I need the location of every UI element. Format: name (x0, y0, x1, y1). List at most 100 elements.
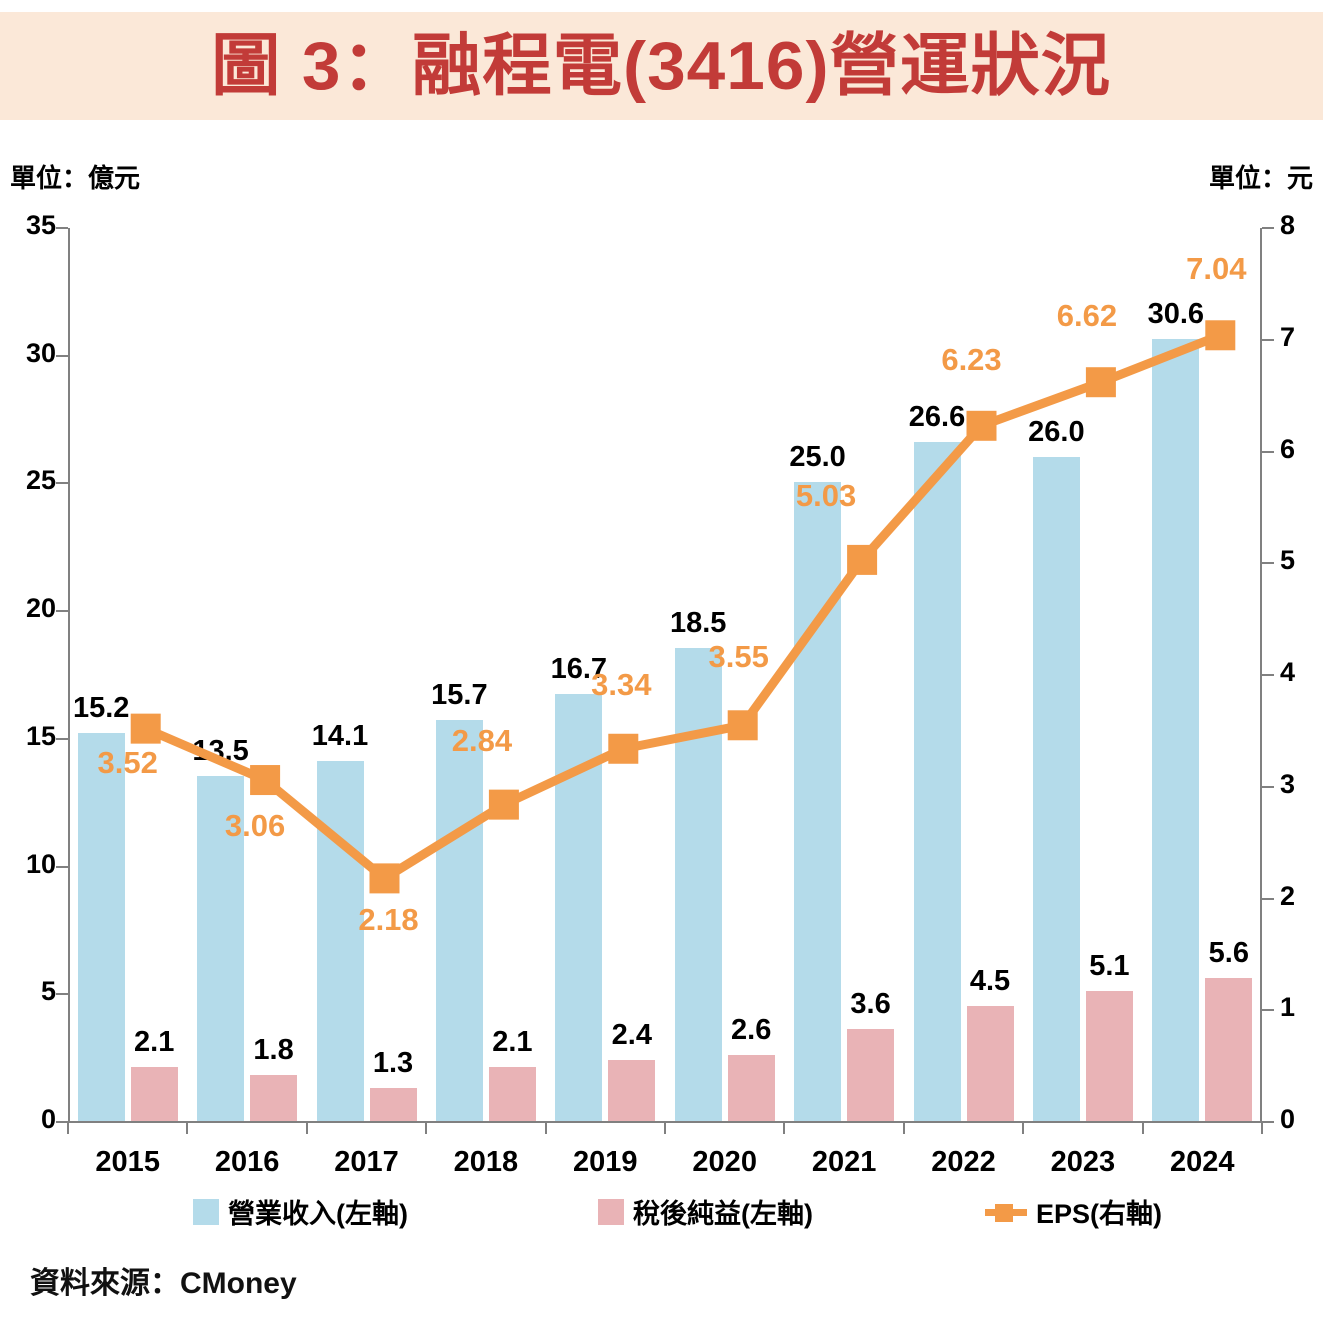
profit-bar-value-label: 3.6 (850, 988, 891, 1021)
eps-value-label: 6.62 (1056, 298, 1118, 334)
x-axis-category-label: 2017 (334, 1146, 399, 1178)
left-axis-tick (56, 482, 68, 485)
revenue-bar-value-label: 26.6 (908, 400, 966, 433)
title-banner: 圖 3：融程電(3416)營運狀況 (0, 12, 1323, 120)
left-axis-unit-label: 單位：億元 (10, 163, 141, 193)
source-note: 資料來源：CMoney (30, 1267, 297, 1300)
profit-bar-value-label: 2.6 (731, 1013, 772, 1046)
legend-item[interactable]: 營業收入(左軸) (193, 1192, 408, 1231)
eps-marker[interactable] (1085, 367, 1116, 398)
right-axis-tick (1262, 1121, 1274, 1123)
x-axis-tick (1141, 1122, 1144, 1134)
right-axis-tick-label: 3 (1280, 768, 1296, 799)
profit-bar[interactable] (608, 1059, 656, 1121)
eps-value-label: 5.03 (795, 477, 857, 513)
revenue-bar[interactable] (1032, 456, 1080, 1121)
right-axis-tick (1262, 674, 1274, 676)
eps-value-label: 7.04 (1186, 251, 1247, 287)
profit-bar[interactable] (488, 1067, 536, 1121)
right-axis-tick-label: 2 (1280, 880, 1296, 911)
x-axis-tick (425, 1122, 428, 1134)
left-axis-tick-label: 35 (25, 210, 56, 240)
eps-polyline (143, 331, 1222, 883)
right-axis-tick-label: 1 (1280, 992, 1296, 1023)
profit-bar[interactable] (250, 1075, 298, 1121)
legend-swatch-icon (193, 1198, 219, 1225)
eps-marker[interactable] (488, 789, 519, 820)
profit-bar-value-label: 1.8 (253, 1034, 294, 1067)
right-axis-tick (1262, 785, 1274, 788)
eps-value-label: 2.84 (451, 722, 513, 758)
profit-bar[interactable] (966, 1006, 1014, 1121)
right-axis-tick-label: 4 (1280, 657, 1296, 687)
x-axis-category-label: 2023 (1050, 1146, 1116, 1178)
revenue-bar[interactable] (77, 732, 125, 1121)
right-axis-tick (1262, 1009, 1274, 1012)
left-axis-tick-label: 0 (40, 1104, 56, 1134)
profit-bar-value-label: 2.4 (611, 1018, 652, 1051)
eps-value-label: 6.23 (941, 341, 1002, 377)
profit-bar-value-label: 1.3 (372, 1046, 414, 1079)
revenue-bar[interactable] (794, 482, 842, 1121)
profit-bar-value-label: 2.1 (134, 1026, 175, 1059)
eps-marker[interactable] (1205, 320, 1236, 351)
legend-item[interactable]: EPS(右軸) (985, 1192, 1162, 1231)
legend-line-marker-icon (985, 1199, 1027, 1225)
revenue-bar[interactable] (913, 441, 961, 1121)
left-axis-line (68, 228, 70, 1122)
eps-marker[interactable] (847, 544, 878, 575)
left-axis-tick (56, 1121, 68, 1123)
right-axis-tick (1262, 338, 1274, 341)
eps-value-label: 3.52 (97, 744, 158, 780)
profit-bar[interactable] (369, 1087, 417, 1121)
revenue-bar[interactable] (435, 719, 483, 1121)
x-axis-tick (67, 1122, 69, 1134)
revenue-bar[interactable] (197, 776, 245, 1121)
profit-bar-value-label: 5.1 (1089, 949, 1130, 982)
revenue-bar[interactable] (316, 760, 364, 1121)
left-axis-tick (56, 737, 68, 740)
eps-marker[interactable] (250, 765, 281, 796)
profit-bar[interactable] (727, 1054, 775, 1121)
right-axis-tick-label: 8 (1280, 210, 1296, 240)
eps-line-series (130, 320, 1236, 894)
legend-label: 稅後純益(左軸) (633, 1199, 813, 1229)
legend-label: EPS(右軸) (1036, 1199, 1163, 1229)
left-axis-tick (56, 610, 68, 613)
profit-bar-value-label: 5.6 (1208, 936, 1249, 969)
x-axis-tick (305, 1122, 308, 1134)
eps-marker[interactable] (966, 410, 997, 441)
revenue-bar-value-label: 26.0 (1028, 415, 1085, 448)
x-axis-category-label: 2022 (931, 1146, 996, 1178)
eps-value-label: 3.34 (591, 666, 652, 702)
eps-marker[interactable] (727, 710, 758, 741)
page-title: 圖 3：融程電(3416)營運狀況 (211, 28, 1112, 104)
profit-bar[interactable] (130, 1067, 178, 1121)
profit-bar[interactable] (1085, 990, 1133, 1121)
eps-marker[interactable] (130, 713, 161, 744)
legend-item[interactable]: 稅後純益(左軸) (598, 1192, 813, 1231)
x-axis-tick (186, 1122, 189, 1134)
left-axis-tick (56, 354, 68, 357)
profit-bar[interactable] (1205, 977, 1253, 1121)
right-axis-tick-label: 6 (1280, 433, 1296, 464)
right-axis-tick (1262, 562, 1274, 565)
profit-bar[interactable] (847, 1029, 895, 1121)
chart-legend: 營業收入(左軸) 稅後純益(左軸) EPS(右軸) (0, 1192, 1323, 1240)
x-axis-category-label: 2021 (811, 1146, 877, 1178)
revenue-bar[interactable] (1152, 339, 1200, 1121)
eps-value-label: 3.06 (224, 808, 286, 844)
revenue-bar-value-label: 25.0 (789, 441, 846, 474)
left-axis-tick (56, 227, 68, 229)
x-axis-tick (1261, 1122, 1263, 1134)
right-axis-tick (1262, 897, 1274, 900)
x-axis-tick (902, 1122, 905, 1134)
revenue-bar-value-label: 18.5 (669, 607, 727, 640)
eps-value-label: 2.18 (358, 902, 419, 938)
eps-marker[interactable] (369, 863, 400, 894)
x-axis-tick (1022, 1122, 1025, 1134)
eps-marker[interactable] (608, 733, 639, 764)
x-axis-category-label: 2018 (453, 1146, 519, 1178)
revenue-bar-value-label: 14.1 (311, 719, 369, 752)
